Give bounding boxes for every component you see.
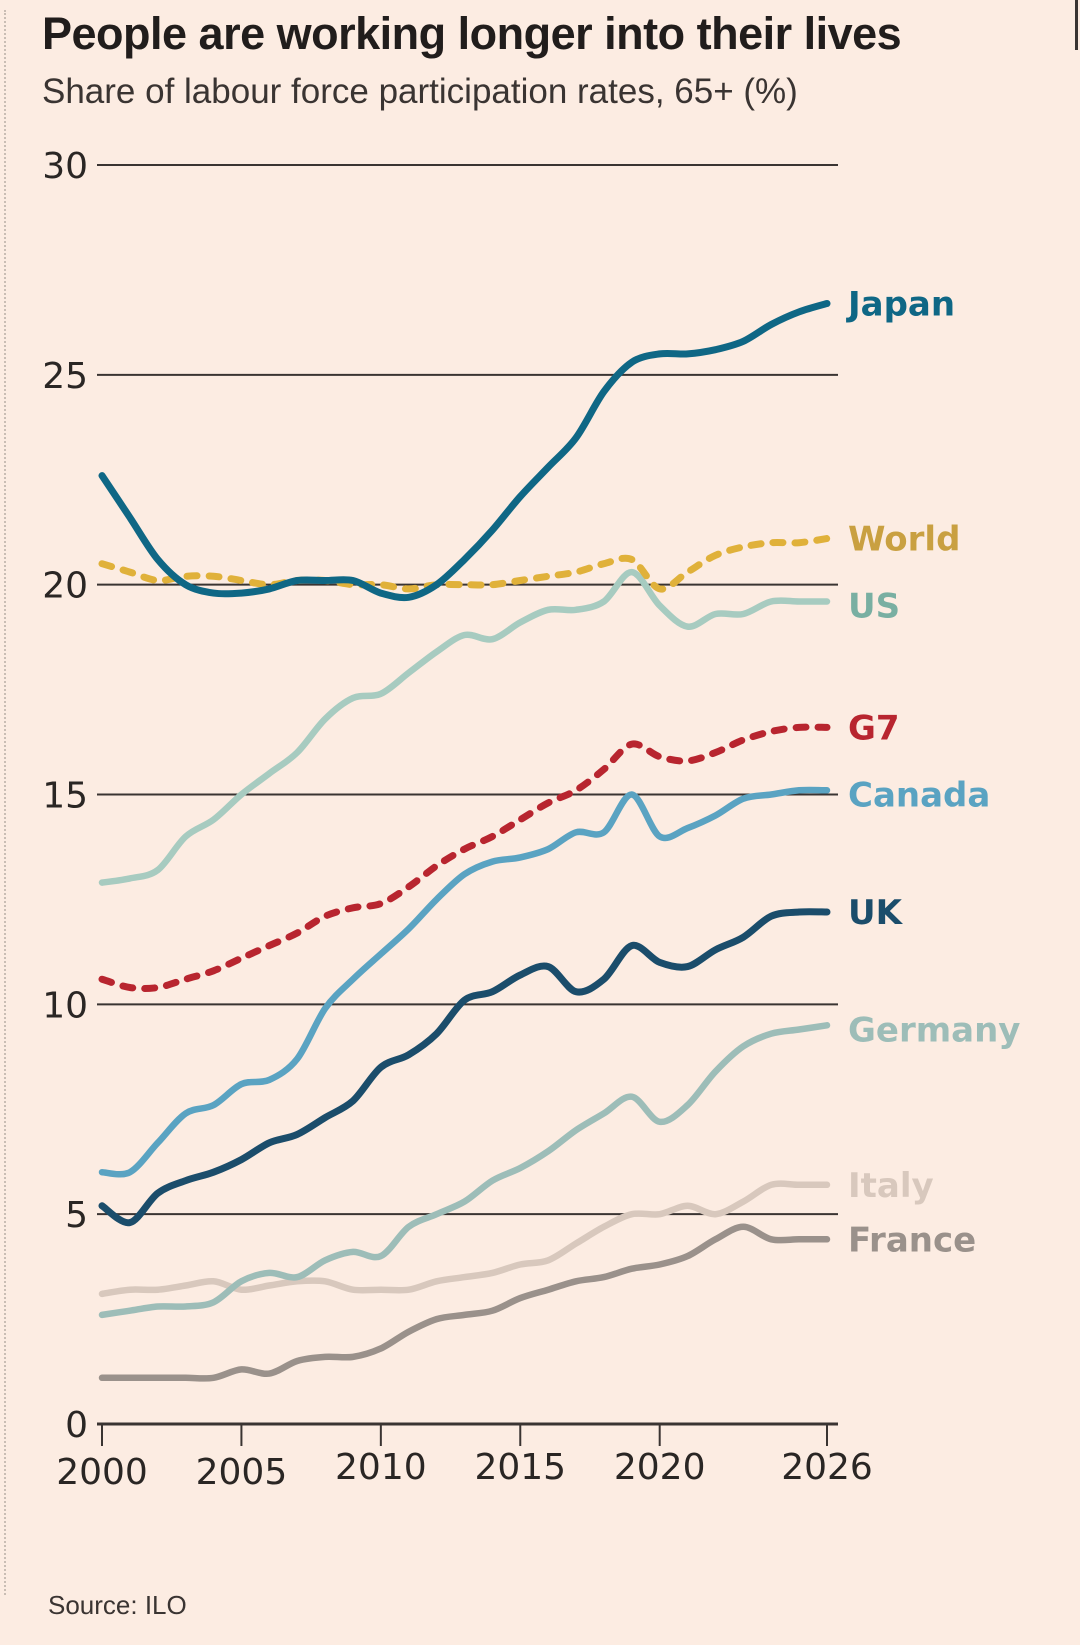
series-line-japan	[98, 300, 831, 602]
x-tick-label: 2026	[781, 1447, 873, 1488]
series-line-world	[98, 535, 831, 593]
series-line-g7	[98, 723, 831, 993]
y-tick-label: 5	[65, 1195, 88, 1236]
left-dotted-rule	[4, 10, 6, 1595]
x-tick-label: 2010	[335, 1447, 427, 1488]
right-edge-bar	[1075, 0, 1078, 50]
series-line-canada	[98, 786, 831, 1178]
series-line-france	[98, 1223, 831, 1382]
series-line-uk	[98, 908, 831, 1227]
y-tick-label: 20	[42, 566, 88, 607]
chart-subtitle: Share of labour force participation rate…	[42, 72, 798, 111]
x-tick-label: 2000	[56, 1452, 148, 1493]
y-tick-label: 0	[65, 1405, 88, 1446]
series-line-germany	[98, 1022, 831, 1319]
x-axis: 2000 2005 2010 2015 2020 2026	[56, 1422, 873, 1493]
chart-title: People are working longer into their liv…	[42, 8, 902, 59]
series-labels: Japan World US G7 Canada UK Germany Italy France	[846, 284, 1020, 1260]
series-label-france: France	[848, 1220, 976, 1260]
y-tick-label: 15	[42, 776, 88, 817]
series-label-canada: Canada	[848, 776, 990, 816]
y-axis-ticks: 0 5 10 15 20 25 30	[42, 146, 88, 1446]
x-tick-label: 2020	[614, 1447, 706, 1488]
series-line-us	[98, 568, 831, 886]
series-label-world: World	[848, 520, 960, 560]
series-label-germany: Germany	[848, 1011, 1020, 1051]
x-tick-label: 2005	[196, 1452, 288, 1493]
source-note: Source: ILO	[48, 1590, 187, 1620]
series-lines	[98, 300, 831, 1382]
series-label-uk: UK	[848, 893, 904, 933]
series-label-g7: G7	[848, 708, 900, 748]
series-label-japan: Japan	[846, 284, 955, 324]
series-label-italy: Italy	[848, 1166, 934, 1206]
series-line-italy	[98, 1180, 831, 1298]
x-tick-label: 2015	[474, 1447, 566, 1488]
y-tick-label: 30	[42, 146, 88, 187]
y-tick-label: 25	[42, 356, 88, 397]
series-label-us: US	[848, 587, 900, 627]
y-tick-label: 10	[42, 985, 88, 1026]
